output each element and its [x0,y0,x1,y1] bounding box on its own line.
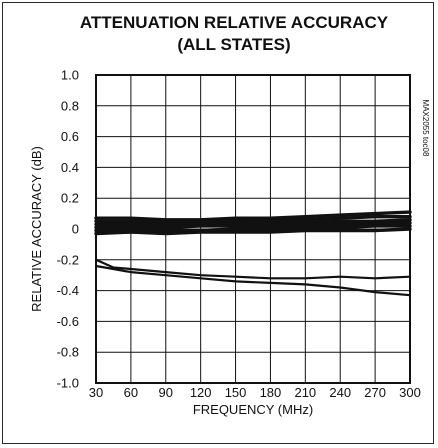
y-tick-label: -0.4 [57,283,79,298]
series-line-6 [94,227,412,236]
chart-canvas: ATTENUATION RELATIVE ACCURACY (ALL STATE… [29,13,430,417]
y-tick-label: -0.2 [57,252,79,267]
x-tick-label: 180 [260,385,282,400]
x-tick-label: 300 [399,385,421,400]
series-line-3 [94,218,412,227]
x-tick-label: 120 [190,385,212,400]
series-line-8 [94,264,412,297]
y-tick-label: -1.0 [57,376,79,391]
series-line-2 [94,215,412,223]
y-tick-label: -0.6 [57,314,79,329]
x-tick-label: 60 [124,385,138,400]
series-group [94,210,412,297]
x-tick-label: 30 [89,385,103,400]
chart-title: ATTENUATION RELATIVE ACCURACY [80,13,389,32]
y-tick-label: 0.2 [61,191,79,206]
y-tick-label: 0.4 [61,160,79,175]
series-line-7 [94,258,412,280]
y-tick-label: 0.6 [61,129,79,144]
series-line-1 [94,210,412,222]
y-axis-label: RELATIVE ACCURACY (dB) [29,146,44,312]
y-tick-label: 1.0 [61,68,79,83]
y-tick-labels: 1.0 0.8 0.6 0.4 0.2 0 -0.2 -0.4 -0.6 -0.8 -1.0 [57,68,79,391]
y-tick-label: 0 [72,222,79,237]
chart-frame: ATTENUATION RELATIVE ACCURACY (ALL STATE… [2,2,434,444]
x-tick-labels: 30 60 90 120 150 180 210 240 270 300 [89,385,421,400]
series-line-4 [94,221,412,230]
series-line-5 [94,224,412,233]
x-tick-label: 210 [294,385,316,400]
x-tick-label: 90 [159,385,173,400]
figure-code: MAX2055 toc08 [421,100,430,157]
y-tick-label: 0.8 [61,98,79,113]
x-tick-label: 150 [225,385,247,400]
y-tick-label: -0.8 [57,345,79,360]
plot-area-border [95,74,411,384]
x-tick-label: 240 [329,385,351,400]
x-tick-label: 270 [364,385,386,400]
chart-subtitle: (ALL STATES) [177,35,290,54]
x-axis-label: FREQUENCY (MHz) [193,402,313,417]
